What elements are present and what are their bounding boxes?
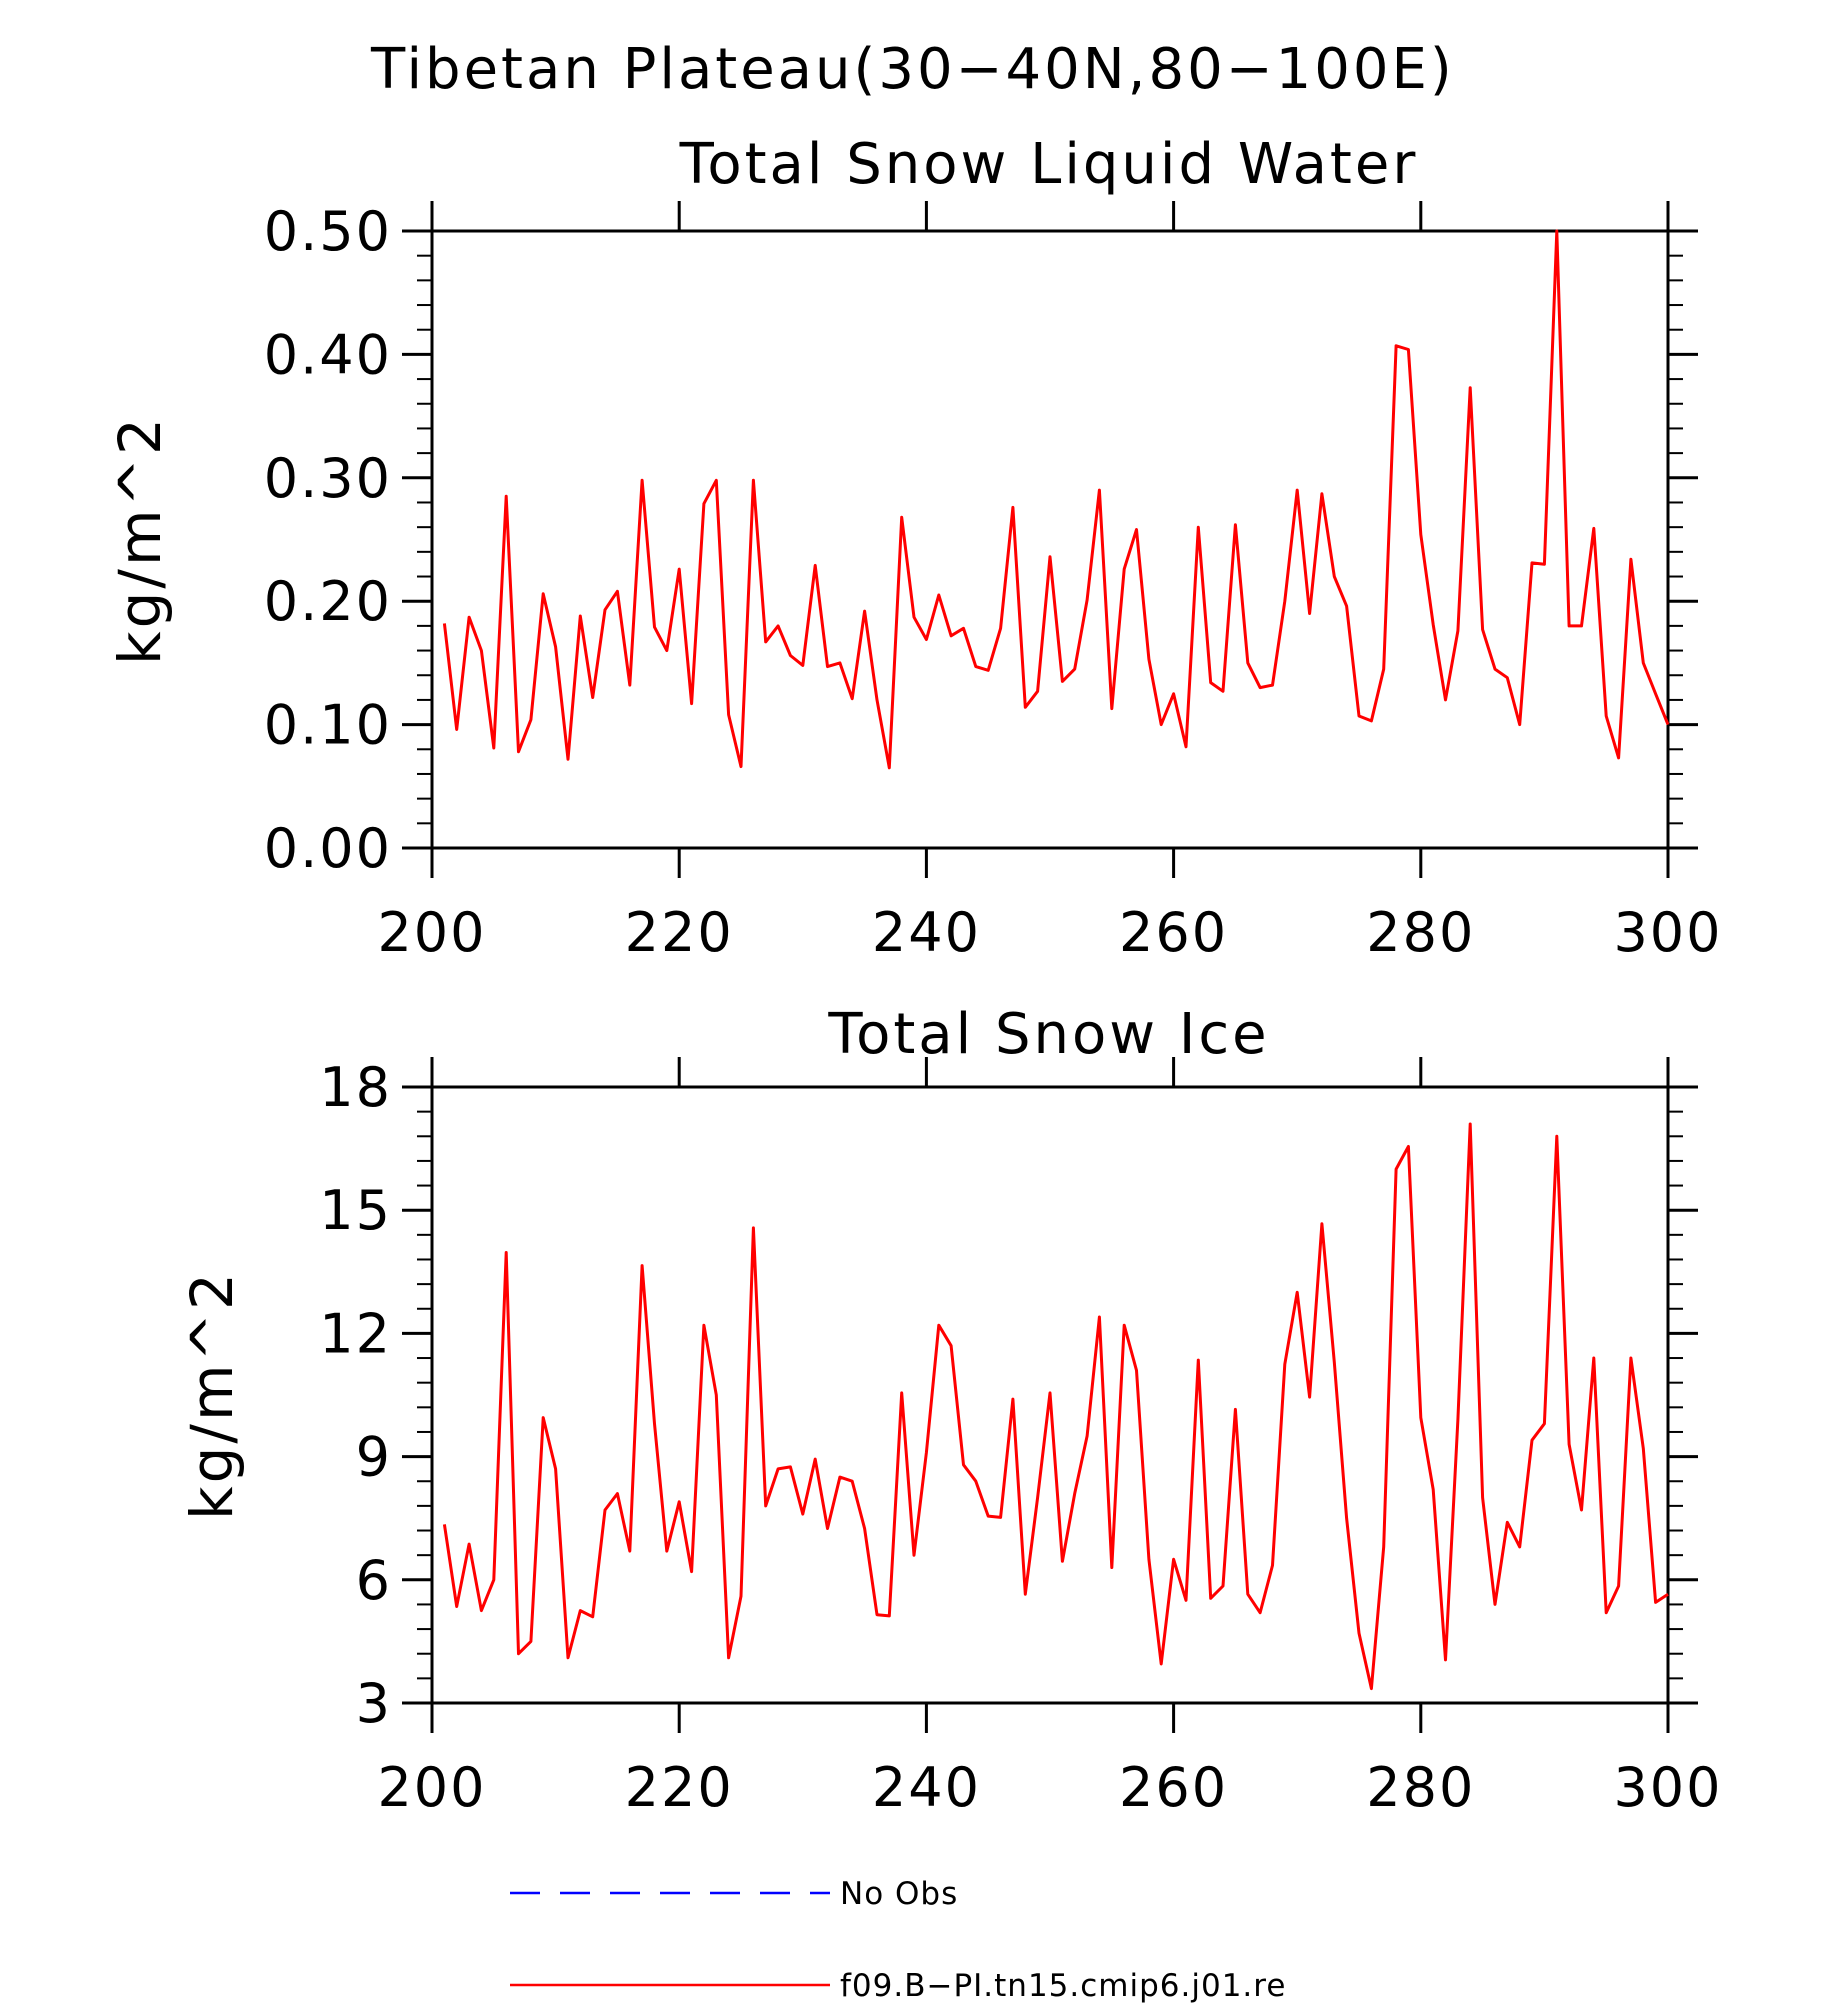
- x-tick-label: 220: [625, 1756, 734, 1819]
- y-axis-label: kg/m^2: [106, 415, 174, 665]
- x-tick-label: 280: [1366, 901, 1475, 964]
- x-tick-label: 200: [377, 1756, 486, 1819]
- series-line-model: [444, 1124, 1668, 1689]
- x-tick-label: 280: [1366, 1756, 1475, 1819]
- y-tick-label: 0.40: [264, 323, 392, 386]
- y-tick-label: 0.20: [264, 570, 392, 633]
- x-tick-label: 220: [625, 901, 734, 964]
- y-tick-label: 12: [319, 1302, 392, 1365]
- figure-title: Tibetan Plateau(30−40N,80−100E): [370, 37, 1455, 102]
- x-tick-label: 260: [1119, 1756, 1228, 1819]
- x-tick-label: 240: [872, 901, 981, 964]
- plot-frame: [432, 231, 1668, 848]
- y-tick-label: 0.10: [264, 694, 392, 757]
- x-tick-label: 300: [1613, 1756, 1722, 1819]
- legend: No Obs f09.B−PI.tn15.cmip6.j01.re: [510, 1876, 1286, 2004]
- y-tick-label: 9: [356, 1426, 392, 1489]
- y-tick-label: 6: [356, 1549, 392, 1612]
- y-tick-label: 0.00: [264, 817, 392, 880]
- panel-title: Total Snow Liquid Water: [679, 132, 1419, 197]
- x-tick-label: 240: [872, 1756, 981, 1819]
- y-tick-label: 3: [356, 1672, 392, 1735]
- y-tick-label: 0.30: [264, 447, 392, 510]
- series-line-model: [444, 231, 1668, 768]
- panel-title: Total Snow Ice: [827, 1002, 1269, 1067]
- x-tick-label: 260: [1119, 901, 1228, 964]
- legend-label-obs: No Obs: [840, 1876, 958, 1912]
- panel-snow-ice: Total Snow Ice kg/m^2 200 220 240 260 280 300 3 6…: [178, 1002, 1723, 1819]
- y-tick-label: 0.50: [264, 200, 392, 263]
- y-tick-label: 15: [319, 1179, 392, 1242]
- x-tick-label: 300: [1613, 901, 1722, 964]
- legend-label-model: f09.B−PI.tn15.cmip6.j01.re: [840, 1968, 1286, 2004]
- y-tick-label: 18: [319, 1056, 392, 1119]
- panel-snow-liquid-water: Total Snow Liquid Water kg/m^2 200 220 240 26…: [106, 132, 1723, 964]
- y-axis-label: kg/m^2: [178, 1270, 246, 1520]
- x-tick-label: 200: [377, 901, 486, 964]
